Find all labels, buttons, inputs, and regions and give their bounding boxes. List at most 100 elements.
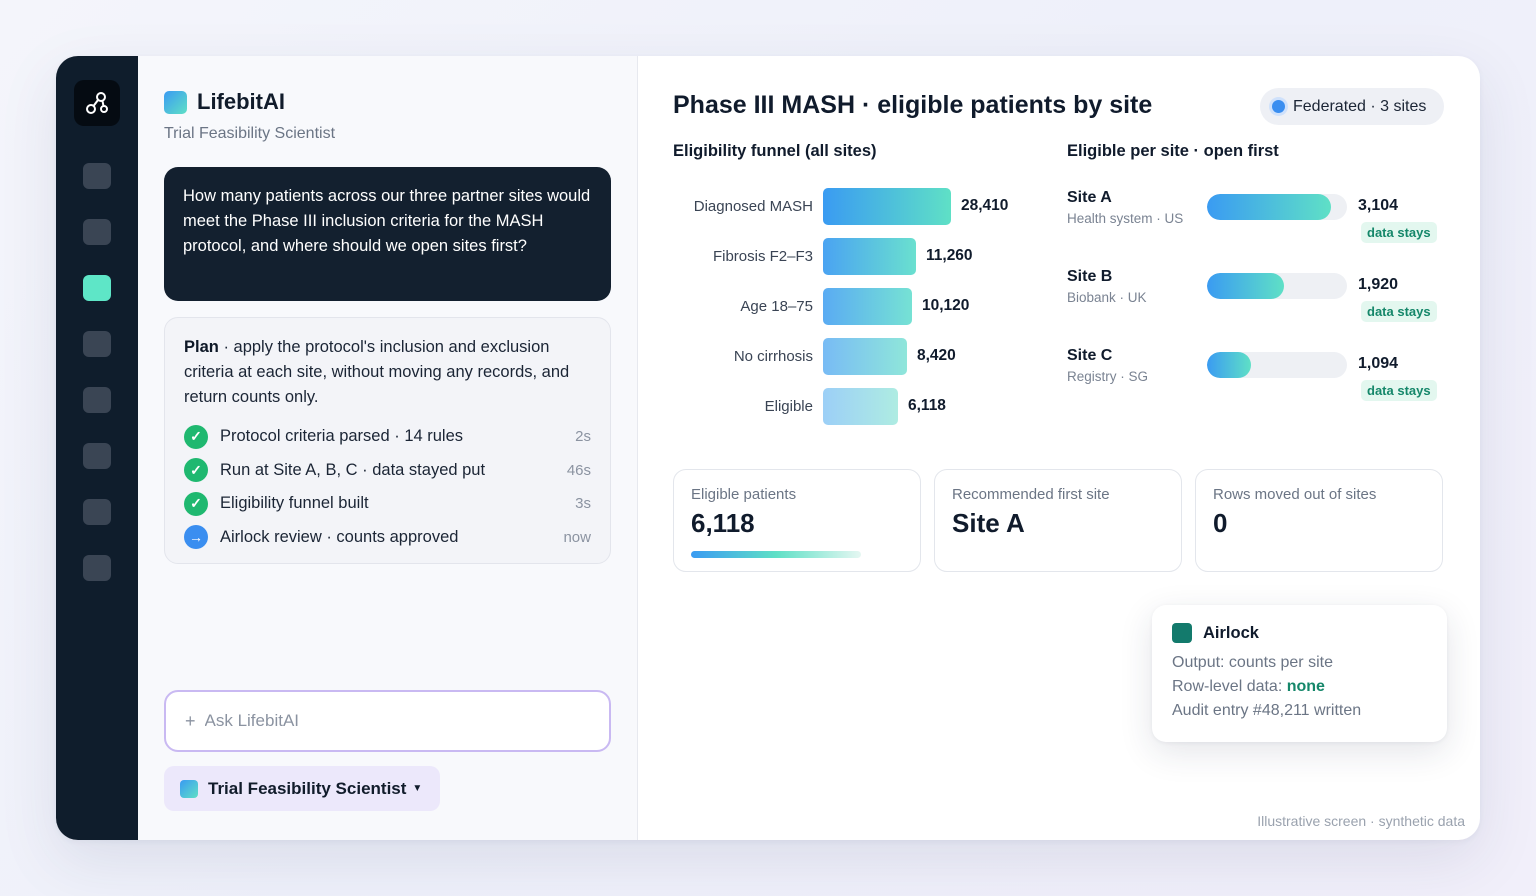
step-time: 2s <box>575 428 591 446</box>
plan-step: ✓ Run at Site A, B, C · data stayed put … <box>184 454 591 488</box>
step-time: now <box>563 528 591 546</box>
rail-item-6[interactable] <box>83 443 111 469</box>
rail-item-5[interactable] <box>83 387 111 413</box>
funnel-label: Fibrosis F2–F3 <box>712 247 813 265</box>
step-label: Airlock review · counts approved <box>220 527 459 546</box>
brand-header: LifebitAI <box>164 89 285 115</box>
site-row: Site B Biobank · UK 1,920 data stays <box>1067 268 1447 338</box>
brand-subtitle: Trial Feasibility Scientist <box>164 125 336 142</box>
funnel-row: Eligible 6,118 <box>673 387 946 425</box>
network-nodes-icon[interactable] <box>74 80 120 126</box>
funnel-bar <box>823 287 912 325</box>
airlock-details: Output: counts per site Row-level data: … <box>1172 651 1427 723</box>
plan-steps: ✓ Protocol criteria parsed · 14 rules 2s… <box>184 420 591 554</box>
step-label: Run at Site A, B, C · data stayed put <box>220 460 486 479</box>
site-value: 3,104 <box>1358 197 1399 214</box>
agent-label: Trial Feasibility Scientist <box>208 778 407 798</box>
stat-card-first-site: Recommended first site Site A <box>934 469 1182 572</box>
plan-card: Plan · apply the protocol's inclusion an… <box>164 317 611 564</box>
site-value: 1,920 <box>1358 276 1399 293</box>
rail-item-2[interactable] <box>83 219 111 245</box>
airlock-rowlevel-value: none <box>1286 678 1325 695</box>
plan-text: Plan · apply the protocol's inclusion an… <box>184 335 591 410</box>
ask-input[interactable] <box>204 711 585 731</box>
funnel-bar <box>823 387 898 425</box>
funnel-bar <box>823 337 907 375</box>
check-icon: ✓ <box>184 458 208 483</box>
arrow-right-icon: → <box>184 525 208 550</box>
site-row: Site C Registry · SG 1,094 data stays <box>1067 347 1447 417</box>
user-question-bubble: How many patients across our three partn… <box>164 167 611 301</box>
rail-item-4[interactable] <box>83 331 111 357</box>
step-label: Protocol criteria parsed · 14 rules <box>220 427 464 446</box>
brand-logo-icon <box>164 90 187 114</box>
step-time: 46s <box>566 461 591 479</box>
step-label: Eligibility funnel built <box>220 494 369 513</box>
site-meta: Biobank · UK <box>1067 290 1147 305</box>
sites-title: Eligible per site · open first <box>1067 142 1279 160</box>
funnel-bar <box>823 237 916 275</box>
funnel-value: 10,120 <box>922 297 970 314</box>
airlock-audit: Audit entry #48,211 written <box>1172 702 1362 719</box>
site-bar <box>1207 194 1331 220</box>
site-name: Site C <box>1067 347 1113 364</box>
funnel-label: Eligible <box>764 397 813 415</box>
stat-label: Eligible patients <box>691 486 797 503</box>
nav-rail <box>56 56 138 840</box>
site-name: Site A <box>1067 189 1112 206</box>
plan-step: → Airlock review · counts approved now <box>184 521 591 555</box>
rail-item-1[interactable] <box>83 163 111 189</box>
federated-badge: Federated · 3 sites <box>1260 88 1444 125</box>
plan-body: · apply the protocol's inclusion and exc… <box>184 338 570 406</box>
chat-panel: LifebitAI Trial Feasibility Scientist Ho… <box>138 56 638 840</box>
stat-card-eligible: Eligible patients 6,118 <box>673 469 921 572</box>
stat-value: 0 <box>1213 508 1228 538</box>
funnel-title: Eligibility funnel (all sites) <box>673 142 877 160</box>
rail-item-8[interactable] <box>83 555 111 581</box>
results-panel: Phase III MASH · eligible patients by si… <box>638 56 1480 840</box>
site-bar <box>1207 352 1251 378</box>
ask-box[interactable]: + <box>164 690 611 752</box>
funnel-label: No cirrhosis <box>733 347 813 365</box>
site-row: Site A Health system · US 3,104 data sta… <box>1067 189 1447 259</box>
funnel-row: Age 18–75 10,120 <box>673 287 969 325</box>
plus-icon[interactable]: + <box>185 710 196 731</box>
site-bar-track <box>1207 194 1347 220</box>
plan-step: ✓ Eligibility funnel built 3s <box>184 487 591 521</box>
site-value: 1,094 <box>1358 355 1399 372</box>
stat-value: 6,118 <box>691 508 755 538</box>
funnel-value: 11,260 <box>926 247 973 264</box>
airlock-card: Airlock Output: counts per site Row-leve… <box>1152 605 1447 742</box>
airlock-title: Airlock <box>1203 623 1259 642</box>
airlock-output: Output: counts per site <box>1172 654 1333 671</box>
data-stays-badge: data stays <box>1361 301 1437 322</box>
funnel-bar <box>823 187 951 225</box>
check-icon: ✓ <box>184 491 208 516</box>
funnel-label: Diagnosed MASH <box>693 197 813 215</box>
stat-label: Rows moved out of sites <box>1213 486 1377 503</box>
funnel-value: 28,410 <box>961 197 1009 214</box>
stat-accent-bar <box>691 551 861 558</box>
status-dot-icon <box>1272 100 1285 113</box>
brand-name: LifebitAI <box>197 89 285 114</box>
funnel-value: 8,420 <box>917 347 956 364</box>
page-title: Phase III MASH · eligible patients by si… <box>673 91 1153 119</box>
funnel-row: Diagnosed MASH 28,410 <box>673 187 1008 225</box>
funnel-label: Age 18–75 <box>740 297 813 315</box>
site-bar-track <box>1207 352 1347 378</box>
rail-item-3-active[interactable] <box>83 275 111 301</box>
agent-selector[interactable]: Trial Feasibility Scientist ▼ <box>164 766 440 811</box>
app-window: LifebitAI Trial Feasibility Scientist Ho… <box>56 56 1480 840</box>
rail-item-7[interactable] <box>83 499 111 525</box>
site-bar-track <box>1207 273 1347 299</box>
chevron-down-icon: ▼ <box>412 783 423 794</box>
airlock-rowlevel-label: Row-level data: <box>1172 678 1287 695</box>
agent-icon <box>180 779 198 798</box>
stat-label: Recommended first site <box>952 486 1110 503</box>
data-stays-badge: data stays <box>1361 380 1437 401</box>
check-icon: ✓ <box>184 424 208 449</box>
airlock-header: Airlock <box>1172 623 1427 643</box>
plan-step: ✓ Protocol criteria parsed · 14 rules 2s <box>184 420 591 454</box>
funnel-row: Fibrosis F2–F3 11,260 <box>673 237 973 275</box>
stat-value: Site A <box>952 508 1025 538</box>
